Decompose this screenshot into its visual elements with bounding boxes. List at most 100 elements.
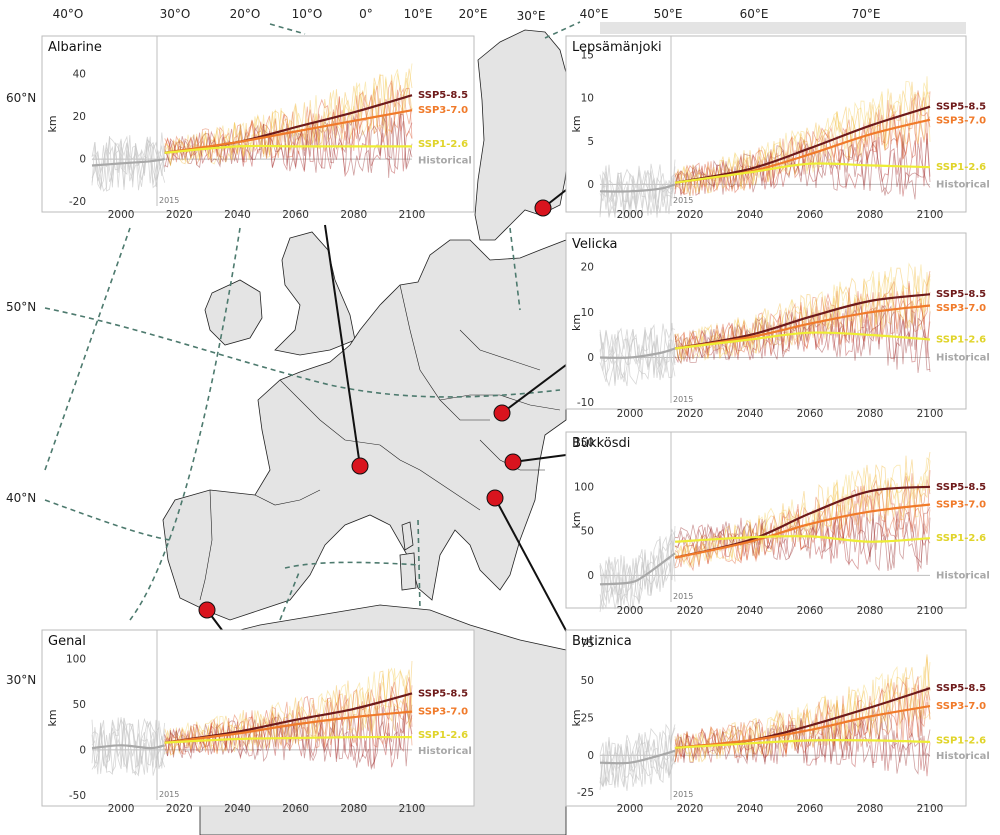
- historical-ensemble-member: [91, 726, 166, 777]
- panel-background: [565, 629, 967, 807]
- site-marker-butiznica: [486, 489, 504, 507]
- start-year-label: 2015: [673, 790, 693, 799]
- ensemble-member: [674, 485, 931, 567]
- y-tick-label: 100: [574, 481, 594, 493]
- leader-line-butiznica: [494, 497, 571, 639]
- leader-lines: [206, 189, 571, 639]
- ensemble-member: [674, 133, 931, 197]
- series-line-ssp1-2-6: [164, 735, 413, 744]
- ensemble-member: [674, 137, 931, 200]
- historical-ensemble-member: [599, 159, 676, 220]
- site-markers: [198, 199, 552, 619]
- ensemble-member: [674, 712, 931, 774]
- ensemble-member: [674, 262, 931, 364]
- x-tick-label: 2060: [282, 803, 309, 815]
- x-tick-label: 2060: [797, 605, 824, 617]
- lon-label-60E: 60°E: [740, 7, 769, 21]
- series-line-historical: [599, 749, 676, 765]
- series-label-ssp1-2-6: SSP1-2.6: [936, 533, 986, 544]
- series-line-ssp1-2-6: [674, 535, 931, 543]
- y-axis-title: km: [46, 709, 59, 726]
- y-tick-label: 20: [581, 262, 594, 274]
- y-tick-label: 5: [587, 136, 594, 148]
- historical-ensemble-member: [91, 717, 166, 776]
- x-tick-label: 2080: [857, 803, 884, 815]
- series-line-ssp5-8-5: [674, 293, 931, 350]
- x-tick-label: 2040: [737, 408, 764, 420]
- graticule-line-lon-west: [44, 227, 131, 471]
- series-line-historical: [599, 183, 676, 193]
- x-tick-label: 2080: [340, 803, 367, 815]
- lon-label-40E: 40°E: [580, 7, 609, 21]
- x-tick-label: 2100: [917, 209, 944, 221]
- lat-label-30N: 30°N: [6, 673, 36, 687]
- lon-label-20E: 20°E: [459, 7, 488, 21]
- panel-title: Bükkösdi: [572, 436, 630, 451]
- series-label-ssp1-2-6: SSP1-2.6: [418, 139, 468, 150]
- series-label-historical: Historical: [936, 179, 990, 190]
- series-label-ssp1-2-6: SSP1-2.6: [936, 735, 986, 746]
- x-tick-label: 2000: [617, 803, 644, 815]
- series-line-ssp1-2-6: [674, 739, 931, 749]
- y-tick-label: 0: [587, 750, 594, 762]
- site-marker-bukkosdi: [504, 453, 522, 471]
- graticule-line-40N: [44, 499, 171, 541]
- series-label-historical: Historical: [936, 570, 990, 581]
- series-line-ssp5-8-5: [674, 105, 931, 184]
- y-tick-label: 0: [79, 744, 86, 756]
- ensemble-member: [674, 676, 931, 759]
- series-line-historical: [91, 158, 165, 167]
- series-label-ssp3-7-0: SSP3-7.0: [936, 116, 986, 127]
- series-label-historical: Historical: [936, 751, 990, 762]
- y-tick-label: 0: [587, 570, 594, 582]
- x-tick-label: 2000: [617, 209, 644, 221]
- series-label-historical: Historical: [418, 746, 472, 757]
- y-tick-label: 150: [574, 437, 594, 449]
- ensemble-member: [674, 662, 931, 759]
- ensemble-member: [164, 74, 413, 165]
- lon-label-20W: 20°O: [230, 7, 261, 21]
- ensemble-member: [164, 112, 413, 178]
- x-tick-label: 2060: [797, 803, 824, 815]
- y-tick-label: 15: [581, 49, 594, 61]
- y-axis-title: km: [570, 115, 583, 132]
- y-axis-title: km: [570, 511, 583, 528]
- lat-label-60N: 60°N: [6, 91, 36, 105]
- panel-background: [41, 35, 475, 213]
- series-label-ssp3-7-0: SSP3-7.0: [936, 701, 986, 712]
- ensemble-member: [674, 80, 931, 193]
- series-line-ssp3-7-0: [674, 503, 931, 559]
- chart-panels: 2015SSP5-8.5SSP3-7.0SSP1-2.6Historical-2…: [41, 35, 990, 815]
- x-tick-label: 2000: [108, 803, 135, 815]
- x-tick-label: 2040: [224, 209, 251, 221]
- ensemble-member: [674, 271, 931, 359]
- graticule-line-lon-10E: [417, 519, 421, 611]
- start-year-label: 2015: [159, 790, 179, 799]
- ensemble-member: [164, 87, 413, 163]
- ensemble-member: [674, 515, 931, 572]
- lon-label-40W: 40°O: [53, 7, 84, 21]
- lon-label-10W: 10°O: [292, 7, 323, 21]
- series-label-ssp5-8-5: SSP5-8.5: [936, 102, 986, 113]
- ensemble-member: [674, 708, 931, 777]
- map-strip-top: [600, 22, 966, 34]
- start-year-label: 2015: [673, 196, 693, 205]
- ensemble-member: [164, 68, 413, 167]
- x-tick-label: 2080: [857, 209, 884, 221]
- x-tick-label: 2080: [857, 605, 884, 617]
- lon-label-0: 0°: [359, 7, 373, 21]
- series-line-historical: [599, 347, 676, 359]
- ensemble-member: [164, 82, 413, 166]
- x-tick-label: 2000: [617, 605, 644, 617]
- series-line-historical: [91, 744, 165, 750]
- ensemble-member: [164, 667, 413, 754]
- series-line-ssp1-2-6: [674, 162, 931, 184]
- y-tick-label: 0: [79, 154, 86, 166]
- x-tick-label: 2100: [917, 408, 944, 420]
- ensemble-member: [674, 271, 931, 360]
- panel-title: Lepsämänjoki: [572, 40, 662, 55]
- y-tick-label: 100: [66, 653, 86, 665]
- lat-label-50N: 50°N: [6, 300, 36, 314]
- lon-label-50E: 50°E: [654, 7, 683, 21]
